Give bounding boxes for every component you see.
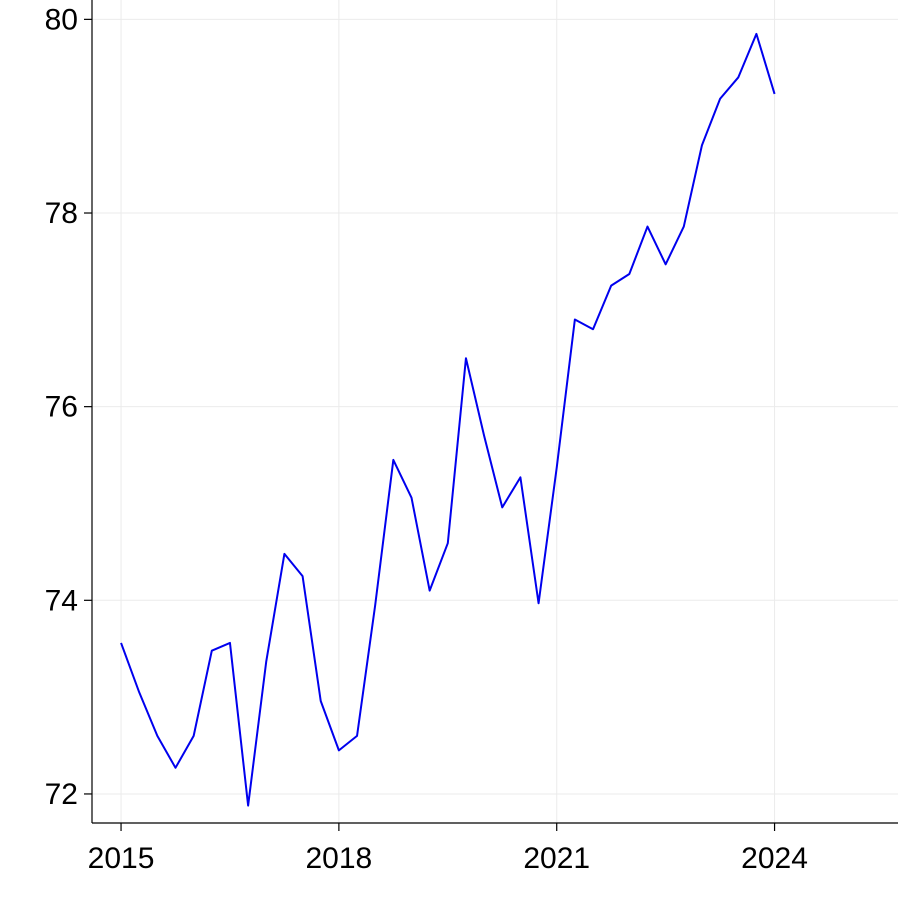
x-tick-label: 2024	[741, 842, 808, 875]
y-tick-label: 74	[45, 584, 78, 617]
data-point	[355, 734, 359, 738]
data-point	[337, 748, 341, 752]
data-point	[645, 225, 649, 229]
data-point	[773, 92, 777, 96]
data-point	[700, 143, 704, 147]
data-point	[573, 318, 577, 322]
data-point	[754, 32, 758, 36]
data-point	[391, 458, 395, 462]
data-point	[174, 766, 178, 770]
data-point	[555, 466, 559, 470]
data-point	[409, 496, 413, 500]
x-tick-label: 2015	[88, 842, 155, 875]
data-point	[664, 262, 668, 266]
data-point	[264, 659, 268, 663]
y-tick-label: 78	[45, 197, 78, 230]
data-point	[155, 734, 159, 738]
grid	[92, 0, 898, 823]
axes	[84, 0, 898, 831]
data-point	[246, 804, 250, 808]
data-point	[228, 641, 232, 645]
data-point	[736, 75, 740, 79]
data-point	[137, 690, 141, 694]
y-tick-label: 80	[45, 3, 78, 36]
data-point	[518, 475, 522, 479]
tick-labels: 72 74 76 78 80 2015 2018 2021 2024	[45, 3, 808, 875]
data-point	[119, 641, 123, 645]
data-point	[682, 225, 686, 229]
data-point	[192, 734, 196, 738]
series-layer	[119, 32, 777, 808]
data-point	[464, 356, 468, 360]
data-point	[718, 97, 722, 101]
y-tick-label: 76	[45, 391, 78, 424]
series-line	[120, 32, 776, 807]
data-point	[609, 284, 613, 288]
data-point	[537, 601, 541, 605]
x-tick-label: 2021	[523, 842, 590, 875]
data-point	[591, 327, 595, 331]
data-point	[319, 699, 323, 703]
data-point	[301, 574, 305, 578]
x-tick-label: 2018	[306, 842, 373, 875]
y-tick-label: 72	[45, 778, 78, 811]
data-point	[446, 541, 450, 545]
data-point	[500, 505, 504, 509]
data-point	[627, 272, 631, 276]
data-point	[482, 434, 486, 438]
data-point	[428, 589, 432, 593]
data-point	[210, 649, 214, 653]
data-point	[373, 603, 377, 607]
data-point	[282, 552, 286, 556]
